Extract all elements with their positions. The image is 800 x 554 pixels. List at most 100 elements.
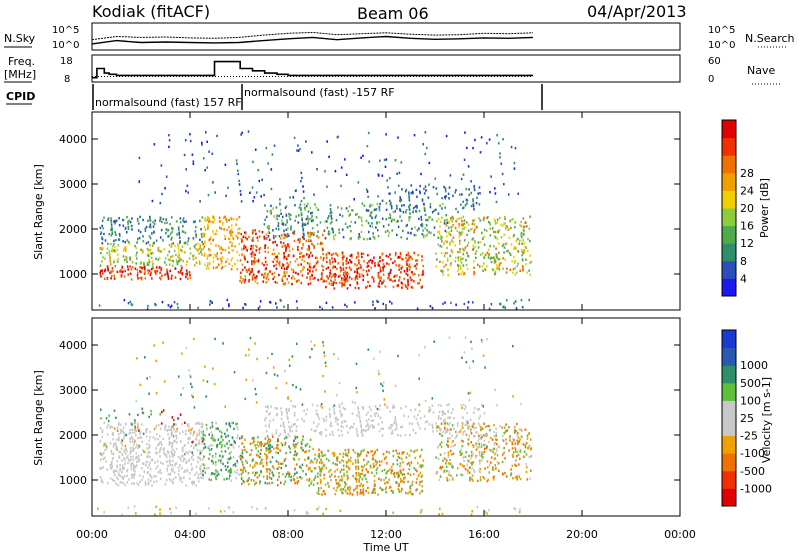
backscatter-cell (191, 385, 193, 389)
backscatter-cell (300, 466, 302, 470)
backscatter-cell (228, 422, 230, 425)
backscatter-cell (405, 260, 408, 263)
backscatter-cell (244, 231, 247, 234)
backscatter-cell (121, 513, 123, 516)
backscatter-cell (366, 273, 369, 276)
backscatter-cell (212, 266, 215, 269)
backscatter-cell (251, 239, 253, 242)
backscatter-cell (168, 243, 171, 247)
backscatter-cell (268, 476, 271, 479)
backscatter-cell (124, 483, 126, 487)
backscatter-cell (446, 246, 448, 250)
backscatter-cell (265, 430, 268, 433)
backscatter-cell (235, 476, 237, 480)
backscatter-cell (313, 246, 315, 249)
backscatter-cell (518, 440, 520, 443)
backscatter-cell (336, 486, 339, 489)
backscatter-cell (395, 480, 397, 484)
backscatter-cell (337, 422, 339, 426)
backscatter-cell (425, 234, 427, 238)
backscatter-cell (243, 244, 245, 247)
backscatter-cell (330, 217, 333, 220)
backscatter-cell (218, 216, 221, 219)
backscatter-cell (306, 276, 308, 279)
backscatter-cell (123, 466, 125, 470)
backscatter-cell (100, 479, 103, 483)
backscatter-cell (306, 443, 309, 446)
backscatter-cell (112, 249, 115, 253)
backscatter-cell (244, 258, 246, 261)
backscatter-cell (441, 216, 443, 219)
backscatter-cell (371, 204, 373, 207)
backscatter-cell (308, 253, 310, 257)
backscatter-cell (173, 440, 175, 443)
backscatter-cell (419, 184, 421, 188)
backscatter-cell (283, 255, 285, 258)
backscatter-cell (288, 249, 291, 252)
range-tick-label: 3000 (59, 178, 87, 191)
backscatter-cell (285, 249, 287, 252)
backscatter-cell (255, 249, 258, 252)
backscatter-cell (382, 266, 384, 270)
backscatter-cell (105, 417, 108, 420)
backscatter-cell (330, 282, 333, 286)
backscatter-cell (374, 307, 376, 310)
backscatter-cell (445, 263, 447, 267)
backscatter-cell (290, 277, 293, 280)
backscatter-cell (436, 230, 439, 234)
backscatter-cell (452, 440, 454, 443)
backscatter-cell (240, 271, 242, 274)
backscatter-cell (300, 442, 303, 445)
backscatter-cell (232, 464, 235, 467)
backscatter-cell (101, 429, 104, 432)
backscatter-cell (415, 481, 418, 484)
backscatter-cell (154, 461, 156, 464)
backscatter-cell (361, 469, 364, 472)
backscatter-cell (155, 257, 157, 261)
backscatter-cell (435, 456, 437, 459)
backscatter-cell (417, 253, 420, 257)
backscatter-cell (148, 415, 150, 419)
backscatter-cell (497, 231, 499, 234)
backscatter-cell (311, 274, 313, 277)
backscatter-cell (122, 481, 124, 485)
backscatter-cell (160, 268, 162, 272)
backscatter-cell (268, 448, 271, 451)
backscatter-cell (275, 451, 277, 454)
backscatter-cell (518, 428, 521, 431)
backscatter-cell (412, 207, 415, 210)
backscatter-cell (361, 472, 364, 476)
backscatter-cell (448, 232, 450, 235)
backscatter-cell (442, 419, 445, 422)
backscatter-cell (406, 269, 409, 273)
backscatter-cell (502, 224, 504, 227)
backscatter-cell (370, 215, 372, 218)
backscatter-cell (356, 434, 359, 438)
backscatter-cell (455, 430, 457, 434)
backscatter-cell (252, 379, 254, 382)
backscatter-cell (493, 457, 496, 461)
backscatter-cell (244, 275, 246, 278)
backscatter-cell (356, 282, 359, 286)
backscatter-cell (419, 465, 422, 468)
backscatter-cell (252, 239, 254, 242)
backscatter-cell (218, 220, 221, 223)
backscatter-cell (335, 281, 337, 285)
backscatter-cell (340, 184, 342, 188)
backscatter-cell (473, 270, 475, 274)
backscatter-cell (130, 422, 132, 425)
backscatter-cell (389, 253, 391, 256)
backscatter-cell (208, 248, 210, 251)
backscatter-cell (314, 453, 316, 456)
backscatter-cell (131, 228, 133, 231)
backscatter-cell (199, 457, 201, 460)
backscatter-cell (408, 258, 410, 261)
backscatter-cell (189, 432, 192, 435)
backscatter-cell (407, 280, 409, 284)
backscatter-cell (228, 218, 230, 222)
backscatter-cell (464, 246, 467, 249)
backscatter-cell (264, 204, 266, 207)
backscatter-cell (245, 269, 248, 272)
backscatter-cell (366, 262, 369, 265)
